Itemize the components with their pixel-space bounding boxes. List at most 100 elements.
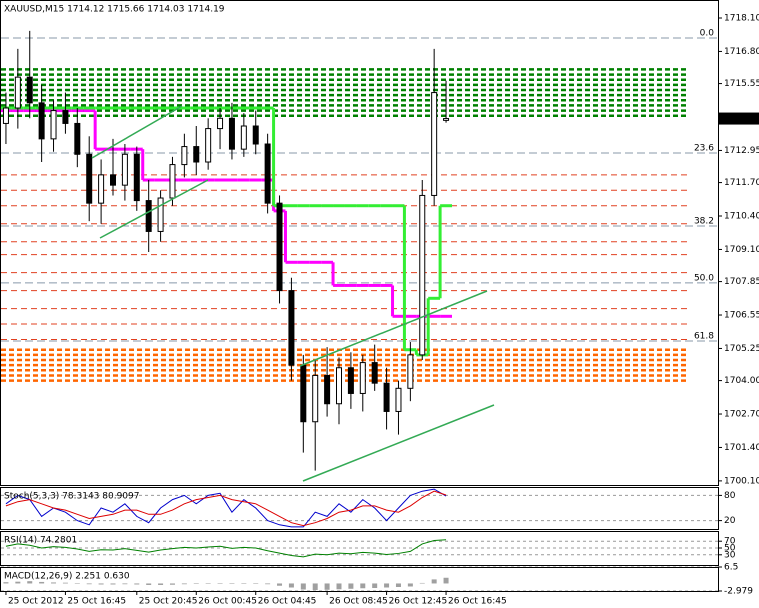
histogram-bar (146, 583, 152, 585)
candle-body (26, 76, 33, 104)
histogram-bar (253, 583, 259, 584)
candle-body (110, 174, 116, 186)
candle-body (407, 354, 414, 389)
candle-body (157, 197, 164, 232)
candle-body (62, 110, 69, 124)
candle-body (181, 146, 188, 166)
y-tick-label: 1701.40 (724, 443, 759, 453)
histogram-bar (360, 583, 366, 589)
candle-body (383, 382, 390, 412)
main-frame (0, 0, 719, 486)
fib-label: 38.2 (694, 217, 714, 227)
fib-label: 61.8 (694, 331, 714, 341)
candle-body (98, 174, 105, 204)
y-tick-label: 1702.70 (724, 410, 759, 420)
histogram-bar (217, 583, 223, 584)
panel-title: Stoch(5,3,3) 78.3143 80.9097 (4, 492, 139, 502)
fib-label: 50.0 (694, 273, 714, 283)
candle-body (217, 117, 224, 130)
histogram-bar (241, 583, 247, 584)
price-box (719, 112, 759, 125)
histogram-bar (3, 582, 9, 584)
x-tick-label: 26 Oct 04:45 (258, 597, 317, 607)
x-tick-label: 25 Oct 20:45 (139, 597, 198, 607)
histogram-bar (419, 582, 425, 584)
histogram-bar (205, 583, 211, 584)
y-tick-label: -2.979 (724, 587, 753, 597)
y-tick-label: 20 (724, 516, 736, 526)
trendline (299, 290, 488, 367)
indicator-line (5, 488, 447, 528)
y-tick-label: 1700.10 (724, 476, 759, 486)
candle-body (121, 153, 128, 186)
histogram-bar (98, 583, 104, 585)
histogram-bar (134, 583, 140, 585)
panel-title: RSI(14) 74.2801 (4, 536, 77, 546)
candle-body (240, 125, 247, 150)
histogram-bar (169, 583, 175, 585)
x-tick-label: 26 Oct 16:45 (448, 597, 507, 607)
candle-body (2, 107, 9, 124)
histogram-bar (348, 583, 354, 589)
y-tick-label: 1707.85 (724, 277, 759, 287)
x-tick-label: 25 Oct 2012 (8, 597, 64, 607)
trendline (99, 179, 209, 239)
rsi-frame (0, 531, 719, 566)
y-tick-label: 1710.40 (724, 212, 759, 222)
current-price: 1714.19 (722, 114, 759, 124)
histogram-bar (443, 577, 449, 584)
trendline (91, 105, 183, 159)
y-tick-label: 1705.25 (724, 344, 759, 354)
y-tick-label: 6.5 (724, 563, 738, 573)
y-tick-label: 1712.95 (724, 146, 759, 156)
candle-body (395, 387, 402, 412)
y-tick-label: 30 (724, 550, 736, 560)
candle-body (431, 92, 438, 196)
histogram-bar (229, 583, 235, 584)
x-tick-label: 26 Oct 08:45 (329, 597, 388, 607)
candle-body (300, 364, 307, 423)
histogram-bar (431, 579, 437, 584)
candle-body (288, 290, 295, 366)
y-tick-label: 70 (724, 537, 736, 547)
candle-body (86, 153, 93, 204)
x-tick-label: 26 Oct 12:45 (389, 597, 448, 607)
histogram-bar (62, 582, 68, 584)
candle-body (419, 194, 426, 356)
histogram-bar (122, 583, 128, 585)
x-tick-label: 26 Oct 00:45 (198, 597, 257, 607)
candle-body (14, 76, 21, 109)
candle-body (276, 202, 283, 292)
y-tick-label: 1716.80 (724, 47, 759, 57)
candle-body (324, 374, 331, 405)
histogram-bar (27, 581, 33, 584)
stoch-frame (0, 487, 719, 530)
candle-body (50, 110, 57, 140)
histogram-bar (300, 583, 306, 590)
histogram-bar (395, 583, 401, 588)
histogram-bar (277, 583, 283, 586)
histogram-bar (181, 583, 187, 585)
y-tick-label: 1704.00 (724, 376, 759, 386)
y-tick-label: 1706.55 (724, 311, 759, 321)
trendline (302, 404, 495, 482)
y-tick-label: 1711.70 (724, 178, 759, 188)
candle-body (252, 125, 259, 145)
histogram-bar (265, 583, 271, 585)
candle-body (312, 374, 319, 423)
y-tick-label: 50 (724, 544, 736, 554)
macd-frame (0, 567, 719, 592)
candle-body (205, 128, 212, 163)
panel-title: MACD(12,26,9) 2.251 0.630 (4, 572, 130, 582)
histogram-bar (158, 583, 164, 585)
candle-body (145, 200, 152, 232)
candle-body (74, 122, 81, 155)
histogram-bar (312, 583, 318, 591)
candle-body (443, 118, 450, 121)
plot-layer: 1718.10 1716.80 1715.55 1712.95 1711.70 1710.… (0, 14, 759, 607)
histogram-bar (288, 583, 294, 588)
x-tick-label: 25 Oct 16:45 (67, 597, 126, 607)
indicator-line (5, 539, 447, 558)
candle-body (336, 367, 342, 405)
